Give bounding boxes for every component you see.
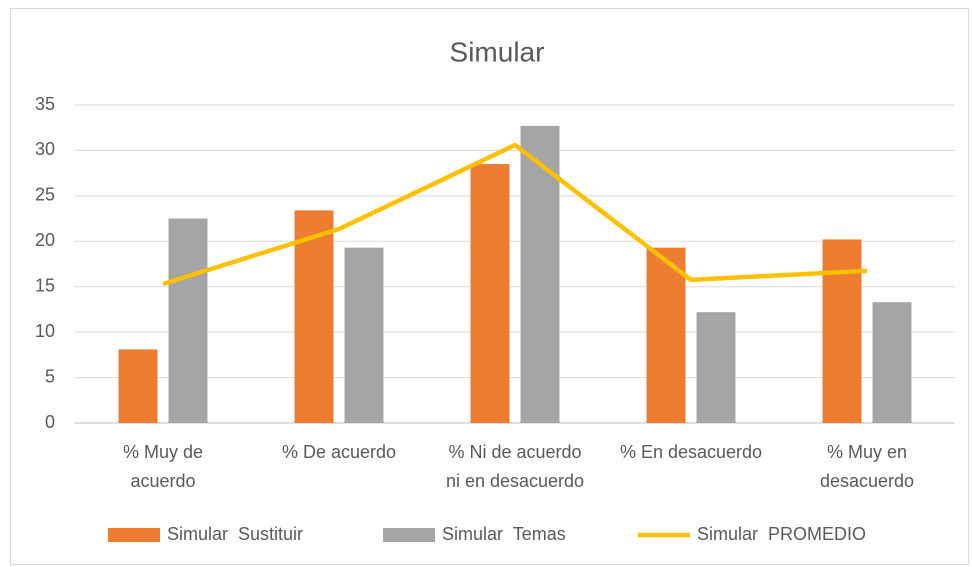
bar [696, 312, 736, 423]
y-tick-label: 20 [35, 230, 55, 250]
bar [294, 210, 334, 423]
bar [520, 125, 560, 423]
x-tick-label: % Muy en desacuerdo [820, 442, 914, 491]
x-tick-label: % En desacuerdo [620, 442, 762, 462]
legend-label: Simular Temas [442, 524, 566, 544]
legend-swatch [108, 528, 160, 542]
x-tick-label: % Muy de acuerdo [123, 442, 203, 491]
bar [168, 218, 208, 423]
y-tick-label: 5 [45, 366, 55, 386]
line [162, 142, 868, 287]
y-tick-label: 15 [35, 275, 55, 295]
bar [822, 239, 862, 423]
bar [872, 302, 912, 423]
legend-swatch [383, 528, 435, 542]
bar [118, 349, 158, 423]
x-tick-label: % De acuerdo [282, 442, 396, 462]
y-tick-label: 0 [45, 412, 55, 432]
bar [344, 247, 384, 423]
legend-label: Simular Sustituir [167, 524, 303, 544]
y-tick-label: 30 [35, 139, 55, 159]
x-tick-label: % Ni de acuerdo ni en desacuerdo [446, 442, 584, 491]
y-tick-label: 25 [35, 185, 55, 205]
y-tick-label: 10 [35, 321, 55, 341]
bar [646, 247, 686, 423]
y-tick-label: 35 [35, 94, 55, 114]
bar [470, 164, 510, 424]
legend-label: Simular PROMEDIO [697, 524, 866, 544]
chart-title: Simular [450, 36, 545, 67]
